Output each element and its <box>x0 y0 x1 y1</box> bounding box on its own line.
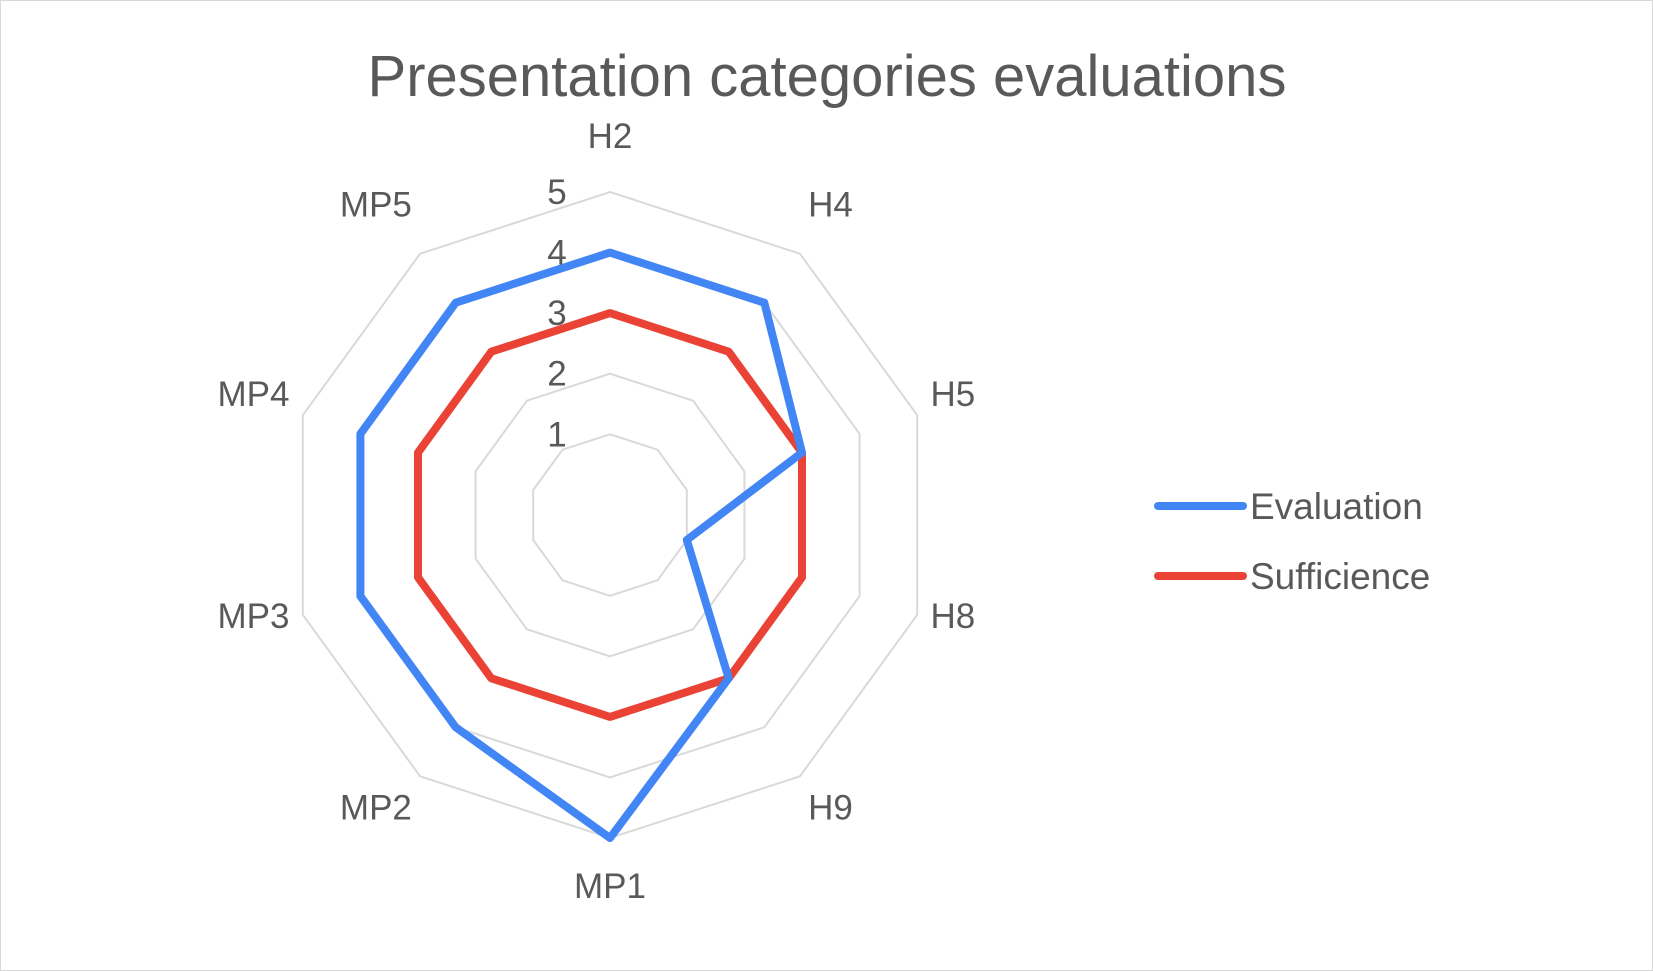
legend-label-evaluation: Evaluation <box>1250 486 1423 527</box>
series-line-evaluation <box>356 248 806 842</box>
grid-ring-2 <box>474 372 746 658</box>
series-layer <box>356 248 806 842</box>
axis-label-mp4: MP4 <box>218 375 290 414</box>
axis-label-h2: H2 <box>588 117 633 156</box>
series-line-sufficience <box>414 309 806 721</box>
axis-label-mp1: MP1 <box>574 867 646 906</box>
tick-layer: 1 2 3 4 5 <box>547 173 566 454</box>
grid-ring-5 <box>301 190 919 840</box>
legend: Evaluation Sufficience <box>1154 486 1430 597</box>
tick-label-5: 5 <box>547 173 566 212</box>
tick-label-1: 1 <box>547 415 566 454</box>
grid-ring-1 <box>532 433 688 597</box>
tick-label-2: 2 <box>547 355 566 394</box>
axis-label-h9: H9 <box>808 788 853 827</box>
axis-label-mp5: MP5 <box>340 186 412 225</box>
axis-label-h4: H4 <box>808 186 853 225</box>
axis-label-layer: H2 H4 H5 H8 H9 MP1 MP2 MP3 MP4 MP5 <box>218 117 976 906</box>
chart-title: Presentation categories evaluations <box>368 44 1287 109</box>
axis-label-h8: H8 <box>931 597 976 636</box>
grid-layer <box>301 190 919 840</box>
tick-label-3: 3 <box>547 294 566 333</box>
axis-label-h5: H5 <box>931 375 976 414</box>
axis-label-mp3: MP3 <box>218 597 290 636</box>
axis-label-mp2: MP2 <box>340 788 412 827</box>
legend-label-sufficience: Sufficience <box>1250 556 1430 597</box>
tick-label-4: 4 <box>547 234 566 273</box>
